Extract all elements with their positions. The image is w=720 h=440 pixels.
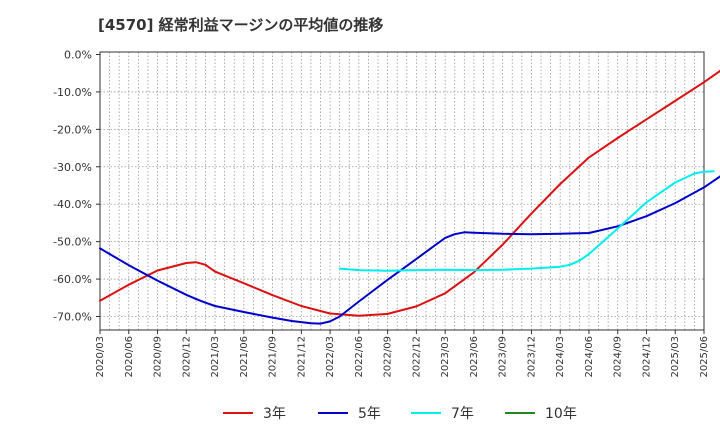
x-tick-label: 2022/06 bbox=[354, 336, 365, 378]
x-tick-label: 2024/12 bbox=[641, 336, 652, 378]
x-tick-label: 2022/12 bbox=[411, 336, 422, 378]
x-tick-label: 2020/12 bbox=[181, 336, 192, 378]
legend-label: 7年 bbox=[451, 406, 474, 422]
x-tick-label: 2024/09 bbox=[613, 336, 624, 378]
x-axis: 2020/03 2020/06 2020/09 2020/12 2021/03 2021/… bbox=[95, 330, 710, 378]
x-tick-label: 2021/03 bbox=[210, 336, 221, 378]
x-tick-label: 2023/03 bbox=[440, 336, 451, 378]
x-tick-label: 2024/03 bbox=[555, 336, 566, 378]
series-line-3年 bbox=[99, 69, 720, 317]
series-line-5年 bbox=[99, 175, 720, 325]
plot-frame bbox=[99, 51, 705, 331]
x-tick-label: 2021/12 bbox=[296, 336, 307, 378]
y-tick-label: -20.0% bbox=[53, 123, 92, 136]
x-tick-label: 2023/09 bbox=[498, 336, 509, 378]
x-tick-label: 2021/09 bbox=[268, 336, 279, 378]
x-tick-label: 2020/06 bbox=[124, 336, 135, 378]
x-tick-label: 2025/03 bbox=[670, 336, 681, 378]
y-tick-label: -10.0% bbox=[53, 86, 92, 99]
y-tick-label: 0.0% bbox=[64, 49, 92, 62]
y-tick-label: -50.0% bbox=[53, 236, 92, 249]
x-tick-label: 2022/03 bbox=[325, 336, 336, 378]
x-tick-label: 2022/09 bbox=[383, 336, 394, 378]
legend-label: 3年 bbox=[263, 406, 286, 422]
series-lines bbox=[99, 69, 720, 325]
x-tick-label: 2021/06 bbox=[239, 336, 250, 378]
x-tick-label: 2024/06 bbox=[584, 336, 595, 378]
x-tick-label: 2025/06 bbox=[699, 336, 710, 378]
legend: 3年 5年 7年 10年 bbox=[223, 406, 577, 422]
series-line-7年 bbox=[338, 170, 715, 272]
y-tick-label: -40.0% bbox=[53, 198, 92, 211]
x-tick-label: 2023/12 bbox=[526, 336, 537, 378]
x-tick-label: 2020/09 bbox=[153, 336, 164, 378]
plot-background bbox=[100, 52, 704, 330]
x-tick-label: 2023/06 bbox=[469, 336, 480, 378]
chart-title: [4570] 経常利益マージンの平均値の推移 bbox=[98, 16, 384, 34]
legend-label: 10年 bbox=[545, 406, 577, 422]
legend-label: 5年 bbox=[358, 406, 381, 422]
y-tick-label: -70.0% bbox=[53, 311, 92, 324]
x-tick-label: 2020/03 bbox=[95, 336, 106, 378]
y-tick-label: -60.0% bbox=[53, 273, 92, 286]
y-tick-label: -30.0% bbox=[53, 161, 92, 174]
y-axis: 0.0% -10.0% -20.0% -30.0% -40.0% -50.0% -60.0%… bbox=[53, 49, 100, 324]
